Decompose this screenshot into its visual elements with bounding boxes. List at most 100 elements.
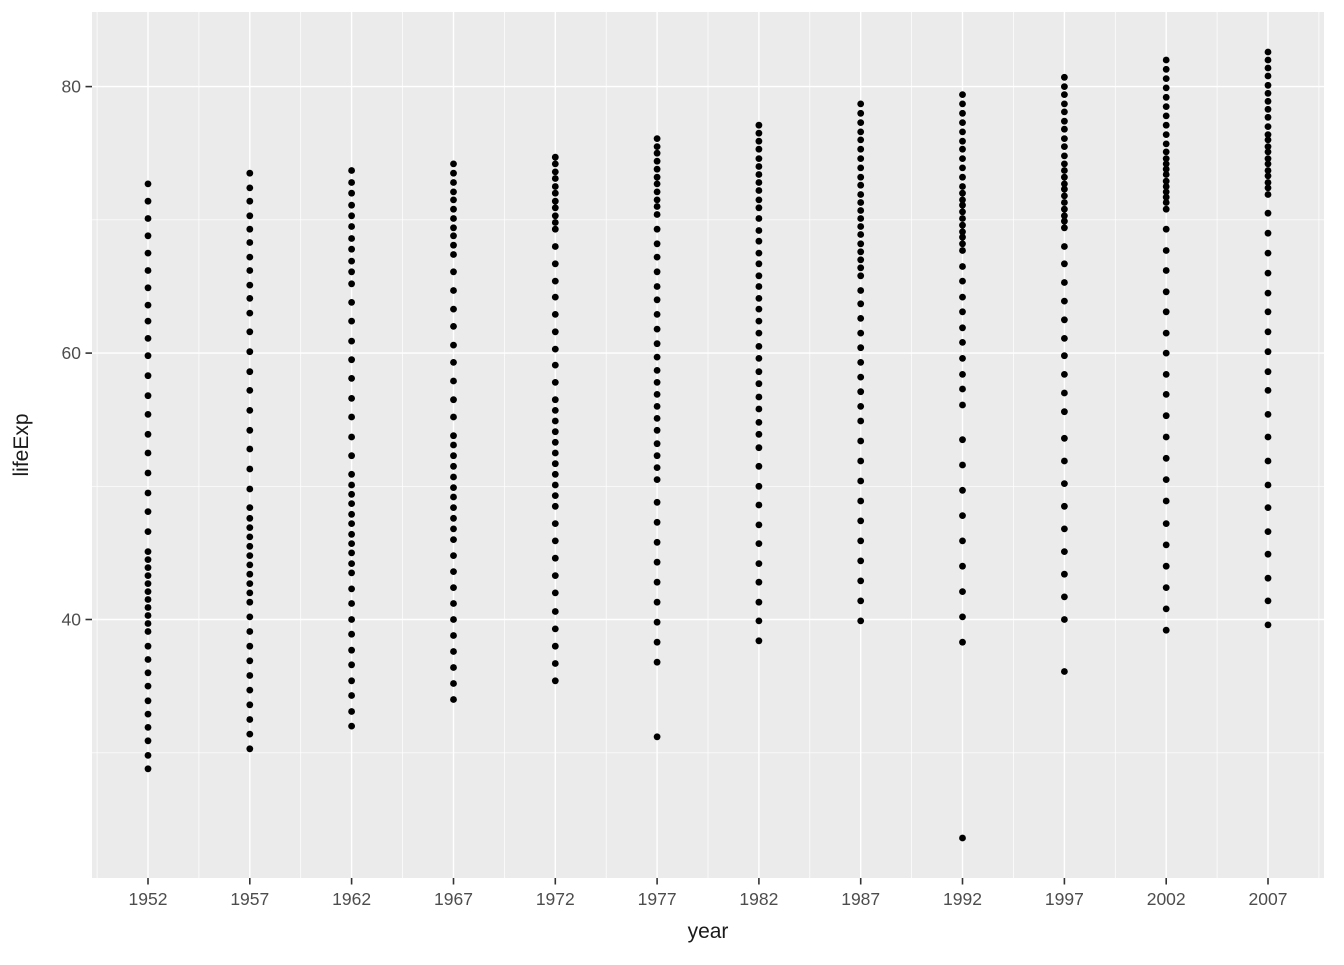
- data-point: [857, 248, 865, 256]
- data-point: [959, 613, 966, 621]
- data-point: [959, 196, 966, 204]
- data-point: [857, 136, 865, 144]
- data-point: [450, 493, 457, 501]
- data-point: [1061, 525, 1068, 533]
- data-point: [450, 484, 457, 491]
- x-tick-label: 1977: [638, 889, 677, 909]
- data-point: [246, 225, 254, 233]
- data-point: [1061, 108, 1068, 116]
- data-point: [755, 560, 763, 567]
- data-point: [348, 280, 355, 288]
- data-point: [144, 710, 152, 718]
- data-point: [348, 540, 355, 547]
- data-point: [1264, 48, 1272, 56]
- data-point: [348, 257, 355, 265]
- data-point: [755, 462, 763, 470]
- data-point: [857, 597, 865, 605]
- data-point: [144, 430, 152, 438]
- data-point: [348, 317, 355, 325]
- data-point: [959, 638, 966, 646]
- axes: 1952 1957 1962 1967 1972 1977 1982 1987 1992 1997…: [62, 77, 1288, 909]
- data-point: [959, 339, 966, 346]
- data-point: [857, 145, 865, 153]
- data-point: [1162, 497, 1170, 505]
- data-point: [1264, 136, 1272, 144]
- data-point: [653, 379, 661, 386]
- data-point: [348, 212, 355, 220]
- data-point: [551, 212, 559, 220]
- data-point: [144, 765, 152, 773]
- data-point: [755, 295, 763, 302]
- data-point: [246, 580, 254, 587]
- data-point: [348, 167, 355, 174]
- data-point: [857, 173, 865, 181]
- data-point: [1162, 476, 1170, 483]
- data-point: [1162, 454, 1170, 462]
- data-point: [755, 272, 763, 280]
- x-tick-label: 1952: [129, 889, 168, 909]
- data-point: [551, 328, 559, 336]
- data-point: [144, 489, 152, 497]
- data-point: [755, 155, 763, 163]
- data-point: [450, 205, 457, 213]
- data-point: [959, 228, 966, 236]
- data-point: [653, 211, 661, 218]
- data-point: [755, 237, 763, 245]
- data-point: [857, 557, 865, 565]
- data-point: [348, 661, 355, 669]
- data-point: [144, 249, 152, 257]
- data-point: [1061, 167, 1068, 174]
- data-point: [246, 552, 254, 559]
- data-point: [246, 589, 254, 597]
- data-point: [144, 215, 152, 222]
- data-point: [1061, 199, 1068, 206]
- data-point: [1061, 217, 1068, 225]
- data-point: [1061, 212, 1068, 220]
- data-point: [1264, 97, 1272, 105]
- data-point: [1061, 73, 1068, 81]
- data-point: [1264, 269, 1272, 277]
- data-point: [551, 379, 559, 386]
- data-point: [1061, 389, 1068, 397]
- data-point: [653, 367, 661, 374]
- data-point: [1264, 328, 1272, 336]
- data-point: [551, 260, 559, 268]
- data-point: [1264, 179, 1272, 186]
- data-point: [857, 199, 865, 206]
- data-point: [246, 197, 254, 205]
- data-point: [653, 658, 661, 666]
- data-point: [1264, 504, 1272, 511]
- data-point: [144, 508, 152, 515]
- data-point: [1162, 626, 1170, 634]
- data-point: [1061, 352, 1068, 360]
- data-point: [1061, 668, 1068, 675]
- data-point: [144, 669, 152, 677]
- data-point: [1162, 183, 1170, 190]
- data-point: [450, 584, 457, 591]
- data-point: [959, 436, 966, 444]
- data-point: [450, 432, 457, 440]
- data-point: [246, 212, 254, 220]
- data-point: [653, 268, 661, 276]
- data-point: [246, 514, 254, 522]
- data-point: [1162, 288, 1170, 296]
- data-point: [1061, 125, 1068, 133]
- data-point: [653, 240, 661, 248]
- data-point: [755, 540, 763, 547]
- data-point: [1061, 548, 1068, 555]
- data-point: [348, 375, 355, 382]
- data-point: [1162, 562, 1170, 570]
- data-point: [450, 616, 457, 623]
- data-point: [1264, 621, 1272, 629]
- data-point: [959, 512, 966, 519]
- data-point: [755, 393, 763, 401]
- data-point: [653, 283, 661, 290]
- data-point: [551, 449, 559, 457]
- data-point: [450, 525, 457, 533]
- data-point: [551, 197, 559, 205]
- data-point: [144, 197, 152, 205]
- data-point: [857, 388, 865, 396]
- data-point: [450, 169, 457, 177]
- data-point: [959, 109, 966, 117]
- data-point: [551, 396, 559, 404]
